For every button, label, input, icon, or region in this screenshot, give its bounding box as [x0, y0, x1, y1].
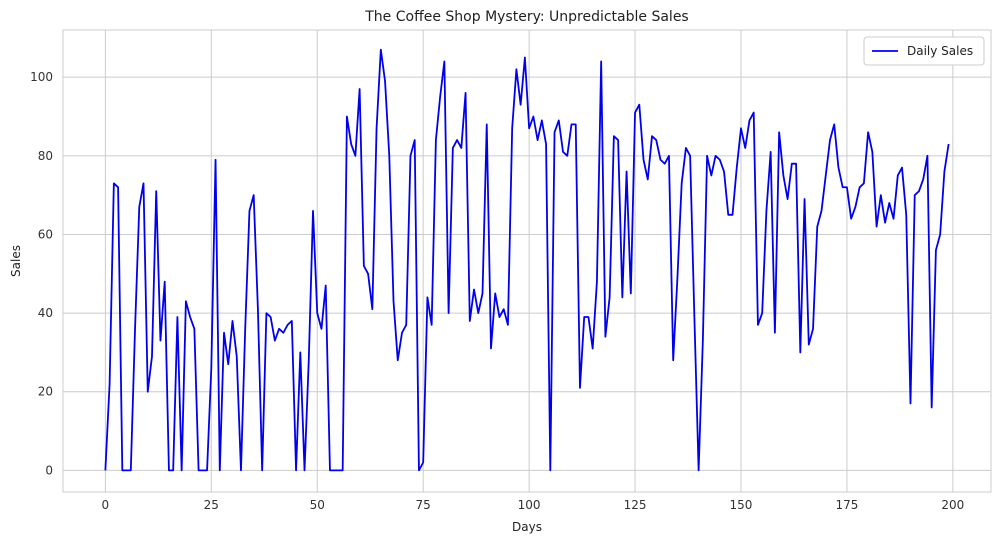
- y-tick-label: 80: [38, 149, 53, 163]
- chart-title: The Coffee Shop Mystery: Unpredictable S…: [364, 9, 688, 25]
- series-line-daily-sales: [104, 48, 950, 472]
- x-tick-label: 25: [204, 498, 219, 512]
- y-tick-label: 100: [30, 70, 53, 84]
- y-tick-label: 40: [38, 306, 53, 320]
- y-tick-label: 20: [38, 385, 53, 399]
- legend-box: [863, 36, 985, 66]
- tick-labels: 0 25 50 75 100 125 150 175 200 0 20 40 60 80 100: [30, 70, 964, 512]
- x-tick-label: 125: [624, 498, 647, 512]
- y-axis-label: Sales: [9, 245, 23, 277]
- legend: Daily Sales: [863, 36, 985, 66]
- x-tick-label: 0: [102, 498, 110, 512]
- x-tick-label: 75: [416, 498, 431, 512]
- x-tick-label: 150: [730, 498, 753, 512]
- grid: [63, 30, 991, 492]
- legend-label-daily-sales: Daily Sales: [907, 44, 973, 58]
- series-layer: [104, 48, 950, 472]
- x-tick-label: 100: [518, 498, 541, 512]
- y-tick-label: 60: [38, 227, 53, 241]
- x-tick-label: 50: [310, 498, 325, 512]
- x-tick-label: 200: [941, 498, 964, 512]
- x-tick-label: 175: [835, 498, 858, 512]
- x-axis-label: Days: [512, 520, 542, 534]
- y-tick-label: 0: [45, 463, 53, 477]
